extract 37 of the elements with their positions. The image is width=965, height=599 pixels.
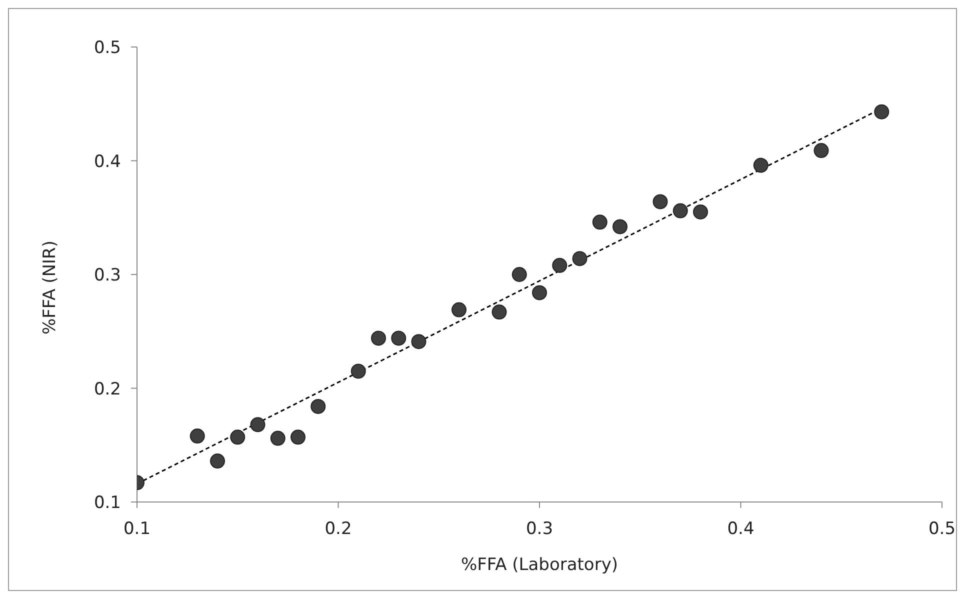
point bbox=[693, 204, 708, 220]
point bbox=[411, 334, 426, 350]
point bbox=[532, 285, 547, 300]
point bbox=[492, 304, 507, 320]
x-tick-label: 0.3 bbox=[526, 519, 554, 540]
point bbox=[814, 143, 829, 158]
point bbox=[572, 251, 588, 266]
point bbox=[652, 194, 668, 210]
point bbox=[371, 330, 386, 346]
x-axis-title: %FFA (Laboratory) bbox=[460, 555, 618, 575]
point bbox=[250, 417, 266, 432]
x-tick-label: 0.5 bbox=[928, 519, 956, 540]
y-tick-label: 0.5 bbox=[94, 38, 121, 58]
point bbox=[612, 219, 628, 234]
point bbox=[391, 330, 406, 346]
point bbox=[190, 428, 205, 444]
y-tick-label: 0.3 bbox=[94, 266, 121, 286]
x-tick-label: 0.2 bbox=[324, 519, 352, 540]
point bbox=[210, 454, 225, 469]
x-tick-label: 0.4 bbox=[727, 519, 754, 540]
y-tick-label: 0.1 bbox=[94, 493, 121, 514]
point bbox=[310, 398, 326, 414]
point bbox=[350, 364, 366, 379]
y-tick-label: 0.4 bbox=[94, 152, 121, 172]
point bbox=[452, 302, 466, 318]
point bbox=[552, 258, 568, 273]
y-axis-title: %FFA (NIR) bbox=[40, 240, 60, 334]
point bbox=[290, 430, 306, 445]
point bbox=[230, 430, 246, 445]
point bbox=[512, 267, 527, 282]
point bbox=[270, 430, 286, 446]
point bbox=[592, 214, 608, 230]
y-tick-label: 0.2 bbox=[94, 379, 121, 400]
point bbox=[672, 203, 688, 218]
point bbox=[874, 104, 890, 120]
point bbox=[753, 158, 768, 173]
x-tick-label: 0.1 bbox=[123, 519, 151, 540]
